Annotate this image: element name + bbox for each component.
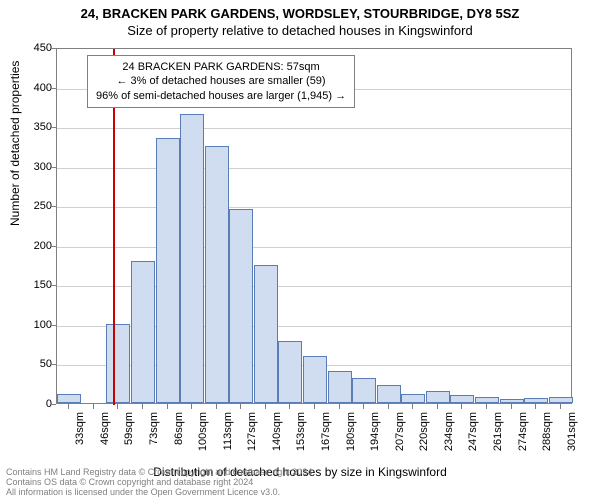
histogram-bar [500, 399, 524, 403]
y-tick-label: 200 [12, 240, 52, 252]
y-tick-mark [51, 88, 56, 89]
x-tick-mark [68, 404, 69, 409]
x-tick-mark [265, 404, 266, 409]
y-tick-label: 350 [12, 121, 52, 133]
y-tick-mark [51, 325, 56, 326]
callout-line3: 96% of semi-detached houses are larger (… [96, 89, 346, 103]
x-tick-label: 207sqm [394, 412, 406, 452]
x-tick-mark [560, 404, 561, 409]
x-tick-label: 153sqm [295, 412, 307, 452]
chart-plot-area: 24 BRACKEN PARK GARDENS: 57sqm← 3% of de… [56, 48, 572, 404]
y-tick-mark [51, 364, 56, 365]
histogram-bar [254, 265, 278, 403]
y-tick-label: 400 [12, 82, 52, 94]
x-tick-mark [117, 404, 118, 409]
histogram-bar [156, 138, 180, 403]
grid-line [57, 207, 571, 208]
y-tick-mark [51, 127, 56, 128]
x-tick-mark [240, 404, 241, 409]
x-tick-label: 59sqm [123, 412, 135, 452]
histogram-bar [303, 356, 327, 403]
x-tick-label: 234sqm [443, 412, 455, 452]
histogram-bar [229, 209, 253, 403]
histogram-bar [377, 385, 401, 403]
x-tick-label: 127sqm [246, 412, 258, 452]
grid-line [57, 128, 571, 129]
footer-line: All information is licensed under the Op… [6, 488, 315, 498]
x-tick-label: 33sqm [74, 412, 86, 452]
histogram-bar [205, 146, 229, 403]
x-tick-label: 288sqm [541, 412, 553, 452]
y-tick-mark [51, 285, 56, 286]
y-tick-label: 250 [12, 200, 52, 212]
x-tick-mark [363, 404, 364, 409]
x-tick-mark [289, 404, 290, 409]
histogram-bar [352, 378, 376, 403]
x-tick-label: 100sqm [197, 412, 209, 452]
x-tick-mark [511, 404, 512, 409]
y-tick-label: 100 [12, 319, 52, 331]
histogram-bar [475, 397, 499, 403]
x-tick-mark [535, 404, 536, 409]
y-tick-mark [51, 404, 56, 405]
histogram-bar [106, 324, 130, 403]
x-tick-label: 194sqm [369, 412, 381, 452]
y-tick-label: 0 [12, 398, 52, 410]
x-tick-mark [437, 404, 438, 409]
x-tick-mark [216, 404, 217, 409]
callout-box: 24 BRACKEN PARK GARDENS: 57sqm← 3% of de… [87, 55, 355, 108]
histogram-bar [131, 261, 155, 403]
callout-line1: 24 BRACKEN PARK GARDENS: 57sqm [96, 60, 346, 74]
x-tick-label: 140sqm [271, 412, 283, 452]
x-tick-label: 301sqm [566, 412, 578, 452]
y-tick-mark [51, 246, 56, 247]
histogram-bar [328, 371, 352, 403]
callout-line2: ← 3% of detached houses are smaller (59) [96, 74, 346, 88]
y-tick-label: 450 [12, 42, 52, 54]
x-tick-mark [461, 404, 462, 409]
y-tick-label: 50 [12, 358, 52, 370]
x-tick-label: 46sqm [99, 412, 111, 452]
y-tick-mark [51, 206, 56, 207]
x-tick-label: 274sqm [517, 412, 529, 452]
x-tick-mark [167, 404, 168, 409]
grid-line [57, 247, 571, 248]
x-tick-mark [191, 404, 192, 409]
histogram-bar [57, 394, 81, 403]
y-tick-label: 150 [12, 279, 52, 291]
chart-subtitle: Size of property relative to detached ho… [0, 23, 600, 38]
histogram-bar [401, 394, 425, 403]
x-tick-label: 261sqm [492, 412, 504, 452]
histogram-bar [549, 397, 573, 403]
x-tick-label: 180sqm [345, 412, 357, 452]
x-tick-label: 73sqm [148, 412, 160, 452]
histogram-bar [180, 114, 204, 403]
x-tick-mark [339, 404, 340, 409]
x-tick-mark [314, 404, 315, 409]
chart-title-block: 24, BRACKEN PARK GARDENS, WORDSLEY, STOU… [0, 6, 600, 38]
histogram-bar [426, 391, 450, 403]
chart-title-address: 24, BRACKEN PARK GARDENS, WORDSLEY, STOU… [0, 6, 600, 21]
x-tick-label: 247sqm [467, 412, 479, 452]
x-tick-label: 220sqm [418, 412, 430, 452]
histogram-bar [278, 341, 302, 403]
x-tick-mark [388, 404, 389, 409]
x-tick-mark [412, 404, 413, 409]
x-tick-mark [142, 404, 143, 409]
x-tick-label: 113sqm [222, 412, 234, 452]
histogram-bar [524, 398, 548, 403]
grid-line [57, 168, 571, 169]
x-tick-mark [486, 404, 487, 409]
x-tick-mark [93, 404, 94, 409]
x-tick-label: 167sqm [320, 412, 332, 452]
y-tick-label: 300 [12, 161, 52, 173]
y-tick-mark [51, 167, 56, 168]
footer-attribution: Contains HM Land Registry data © Crown c… [6, 468, 315, 498]
histogram-bar [450, 395, 474, 403]
x-tick-label: 86sqm [173, 412, 185, 452]
y-tick-mark [51, 48, 56, 49]
